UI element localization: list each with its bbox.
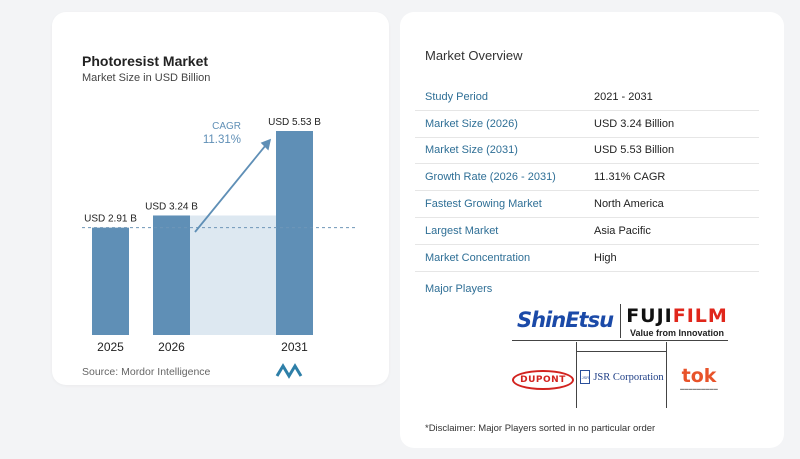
row-label: Market Size (2026) <box>425 117 518 130</box>
tok-subtext: ▬▬▬▬▬▬▬▬▬ <box>680 385 718 391</box>
row-value: High <box>594 251 617 264</box>
fujifilm-logo: FUJIFILM Value from Innovation <box>622 302 732 340</box>
row-label: Fastest Growing Market <box>425 198 542 211</box>
fujifilm-wordmark-a: FUJI <box>626 304 673 327</box>
tok-logo: tok ▬▬▬▬▬▬▬▬▬ <box>668 360 730 396</box>
logo-grid-divider <box>512 340 728 341</box>
jsr-logo: JSR JSR Corporation <box>578 362 666 392</box>
chart-title: Photoresist Market <box>82 53 209 69</box>
row-value: Asia Pacific <box>594 224 651 237</box>
row-value: USD 5.53 Billion <box>594 144 675 157</box>
tok-wordmark: tok <box>681 364 717 387</box>
chart-subtitle: Market Size in USD Billion <box>82 72 211 84</box>
overview-table: Study Period 2021 - 2031 Market Size (202… <box>415 84 759 272</box>
row-value: 2021 - 2031 <box>594 90 653 103</box>
dupont-logo: DUPONT <box>512 366 574 394</box>
fujifilm-wordmark-b: FILM <box>672 304 728 327</box>
row-value: USD 3.24 Billion <box>594 117 675 130</box>
row-label: Study Period <box>425 90 488 103</box>
logo-grid-divider <box>620 304 621 338</box>
major-players-label: Major Players <box>425 283 493 295</box>
source-note: Source: Mordor Intelligence <box>82 366 211 378</box>
disclaimer: *Disclaimer: Major Players sorted in no … <box>425 423 656 434</box>
logo-grid-divider <box>666 342 667 408</box>
row-value: North America <box>594 198 664 211</box>
logo-grid-divider <box>576 351 666 352</box>
overview-row: Market Size (2031) USD 5.53 Billion <box>415 138 759 165</box>
overview-row: Study Period 2021 - 2031 <box>415 84 759 111</box>
overview-title: Market Overview <box>425 48 523 63</box>
fujifilm-tagline: Value from Innovation <box>629 327 724 338</box>
row-value: 11.31% CAGR <box>594 171 666 184</box>
jsr-wordmark: JSR Corporation <box>593 371 664 383</box>
row-label: Growth Rate (2026 - 2031) <box>425 171 556 184</box>
shinetsu-logo: ShinEtsu <box>516 308 614 332</box>
logo-grid-divider <box>576 342 577 408</box>
row-label: Largest Market <box>425 224 499 237</box>
overview-row: Largest Market Asia Pacific <box>415 218 759 245</box>
overview-row: Market Concentration High <box>415 245 759 272</box>
overview-row: Market Size (2026) USD 3.24 Billion <box>415 111 759 138</box>
row-label: Market Size (2031) <box>425 144 518 157</box>
overview-row: Growth Rate (2026 - 2031) 11.31% CAGR <box>415 164 759 192</box>
row-label: Market Concentration <box>425 251 531 264</box>
dupont-wordmark: DUPONT <box>512 370 574 390</box>
fujifilm-wordmark: FUJIFILM <box>626 305 728 327</box>
overview-row: Fastest Growing Market North America <box>415 191 759 218</box>
market-overview-card <box>400 12 784 448</box>
jsr-mark-icon: JSR <box>580 370 591 384</box>
